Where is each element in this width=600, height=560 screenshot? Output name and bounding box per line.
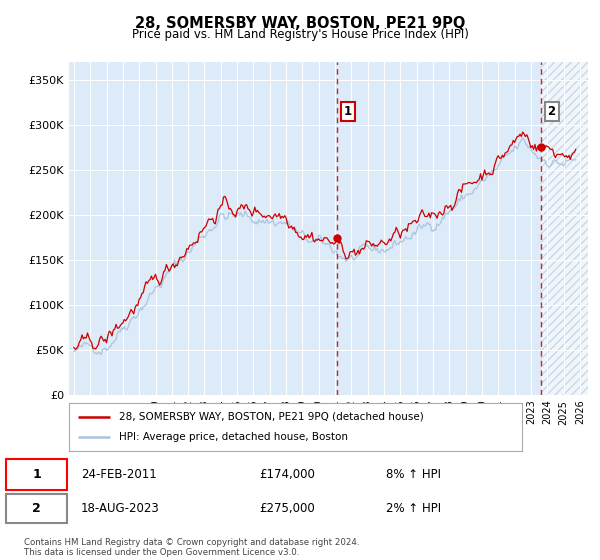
Text: 1: 1 [32,468,41,481]
Text: £174,000: £174,000 [260,468,316,481]
Text: 8% ↑ HPI: 8% ↑ HPI [386,468,442,481]
Text: 2: 2 [32,502,41,515]
Text: 2: 2 [548,105,556,118]
Bar [541,62,600,395]
Text: Price paid vs. HM Land Registry's House Price Index (HPI): Price paid vs. HM Land Registry's House … [131,28,469,41]
Text: 28, SOMERSBY WAY, BOSTON, PE21 9PQ: 28, SOMERSBY WAY, BOSTON, PE21 9PQ [135,16,465,31]
Text: 18-AUG-2023: 18-AUG-2023 [81,502,160,515]
Text: 24-FEB-2011: 24-FEB-2011 [81,468,157,481]
Text: £275,000: £275,000 [260,502,316,515]
Text: 28, SOMERSBY WAY, BOSTON, PE21 9PQ (detached house): 28, SOMERSBY WAY, BOSTON, PE21 9PQ (deta… [119,412,424,422]
Text: Contains HM Land Registry data © Crown copyright and database right 2024.
This d: Contains HM Land Registry data © Crown c… [24,538,359,557]
FancyBboxPatch shape [6,494,67,522]
FancyBboxPatch shape [6,459,67,490]
Text: 2% ↑ HPI: 2% ↑ HPI [386,502,442,515]
Text: 1: 1 [344,105,352,118]
Text: HPI: Average price, detached house, Boston: HPI: Average price, detached house, Bost… [119,432,348,442]
Bar [541,62,600,395]
